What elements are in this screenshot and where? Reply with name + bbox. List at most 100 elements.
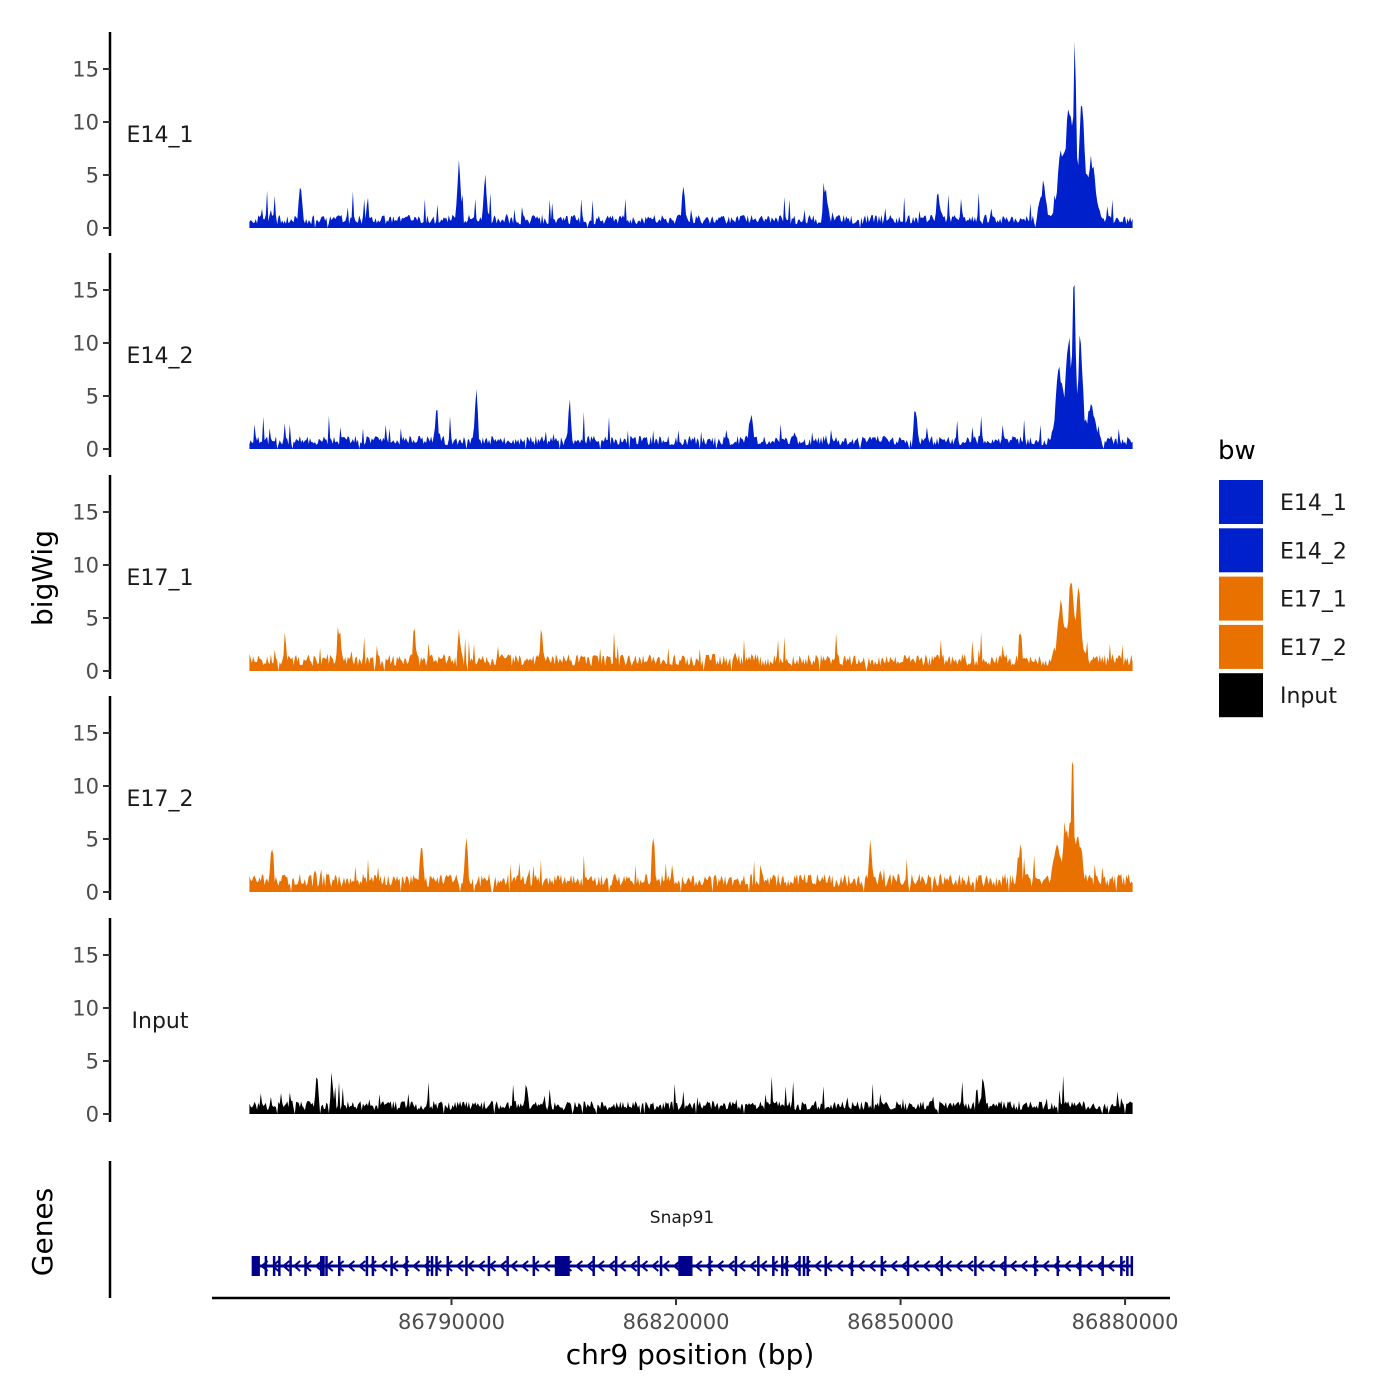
strand-arrow-8 <box>346 1260 356 1272</box>
y-tick-label-input-15: 15 <box>72 944 99 968</box>
strand-arrow-70 <box>1019 1260 1028 1272</box>
strand-arrow-20 <box>477 1260 486 1272</box>
y-tick-label-e14-2-5: 5 <box>86 385 99 409</box>
y-tick-label-e14-2-0: 0 <box>86 438 99 462</box>
y-tick-label-e17-2-10: 10 <box>72 775 99 799</box>
strand-arrow-60 <box>911 1260 920 1272</box>
track-label-e14-1: E14_1 <box>127 123 194 148</box>
strand-arrow-40 <box>694 1260 703 1272</box>
legend-label-input: Input <box>1280 684 1337 709</box>
strand-arrow-22 <box>498 1260 508 1272</box>
y-tick-label-e14-1-10: 10 <box>72 111 99 135</box>
strand-arrow-29 <box>574 1260 584 1272</box>
x-tick-label-86880000: 86880000 <box>1072 1310 1179 1334</box>
y-axis-title: bigWig <box>26 530 59 626</box>
y-tick-label-e17-1-0: 0 <box>86 660 99 684</box>
strand-arrow-69 <box>1008 1260 1018 1272</box>
y-tick-label-input-10: 10 <box>72 997 99 1021</box>
y-tick-label-e17-1-10: 10 <box>72 554 99 578</box>
strand-arrow-46 <box>759 1260 768 1272</box>
legend-label-e17-1: E17_1 <box>1280 588 1347 613</box>
strand-arrow-18 <box>455 1260 464 1272</box>
strand-arrow-33 <box>618 1260 627 1272</box>
strand-arrow-5 <box>314 1260 323 1272</box>
signal-area-e17-1 <box>249 582 1133 671</box>
strand-arrow-16 <box>433 1260 442 1272</box>
strand-arrow-7 <box>336 1260 345 1272</box>
track-label-e14-2: E14_2 <box>127 344 194 369</box>
strand-arrow-68 <box>998 1260 1007 1272</box>
strand-arrow-65 <box>965 1260 974 1272</box>
strand-arrow-62 <box>932 1260 942 1272</box>
strand-arrow-58 <box>889 1260 898 1272</box>
strand-arrow-76 <box>1084 1260 1094 1272</box>
strand-arrow-49 <box>791 1260 801 1272</box>
strand-arrow-28 <box>563 1260 573 1272</box>
legend-title: bw <box>1218 436 1256 466</box>
gene-name-label: Snap91 <box>650 1208 714 1228</box>
strand-arrow-55 <box>856 1260 866 1272</box>
strand-arrow-53 <box>835 1260 844 1272</box>
legend-swatch-e17-2 <box>1219 624 1263 669</box>
strand-arrow-66 <box>976 1260 985 1272</box>
strand-arrow-52 <box>824 1260 833 1272</box>
strand-arrow-27 <box>553 1260 562 1272</box>
strand-arrow-57 <box>878 1260 887 1272</box>
legend-swatch-e14-1 <box>1219 480 1263 524</box>
strand-arrow-26 <box>542 1260 551 1272</box>
track-label-input: Input <box>132 1009 189 1034</box>
y-tick-label-e17-1-5: 5 <box>86 607 99 631</box>
strand-arrow-31 <box>596 1260 605 1272</box>
y-tick-label-e14-2-10: 10 <box>72 332 99 356</box>
strand-arrow-19 <box>466 1260 475 1272</box>
legend-label-e14-2: E14_2 <box>1280 539 1347 564</box>
strand-arrow-54 <box>846 1260 855 1272</box>
strand-arrow-0 <box>260 1260 269 1272</box>
track-label-e17-2: E17_2 <box>127 787 194 812</box>
strand-arrow-37 <box>661 1260 670 1272</box>
strand-arrow-15 <box>422 1260 432 1272</box>
signal-area-e14-1 <box>249 41 1133 228</box>
strand-arrow-71 <box>1030 1260 1039 1272</box>
strand-arrow-61 <box>922 1260 931 1272</box>
strand-arrow-14 <box>412 1260 421 1272</box>
strand-arrow-56 <box>867 1260 877 1272</box>
strand-arrow-3 <box>292 1260 301 1272</box>
strand-arrow-47 <box>770 1260 779 1272</box>
x-axis-title: chr9 position (bp) <box>566 1338 815 1371</box>
y-tick-label-input-5: 5 <box>86 1050 99 1074</box>
x-tick-label-86850000: 86850000 <box>847 1310 954 1334</box>
strand-arrow-72 <box>1041 1260 1050 1272</box>
strand-arrow-13 <box>401 1260 410 1272</box>
strand-arrow-1 <box>270 1260 280 1272</box>
signal-area-e17-2 <box>249 761 1133 892</box>
gene-exon-block-0 <box>251 1256 260 1276</box>
strand-arrow-34 <box>629 1260 638 1272</box>
strand-arrow-51 <box>813 1260 822 1272</box>
strand-arrow-79 <box>1117 1260 1126 1272</box>
strand-arrow-32 <box>607 1260 616 1272</box>
strand-arrow-64 <box>954 1260 963 1272</box>
strand-arrow-50 <box>802 1260 811 1272</box>
strand-arrow-39 <box>683 1260 692 1272</box>
strand-arrow-48 <box>780 1260 790 1272</box>
legend-label-e14-1: E14_1 <box>1280 491 1347 516</box>
strand-arrow-67 <box>987 1260 996 1272</box>
y-tick-label-e14-1-5: 5 <box>86 164 99 188</box>
legend-swatch-e14-2 <box>1219 528 1263 573</box>
strand-arrow-42 <box>715 1260 725 1272</box>
strand-arrow-78 <box>1106 1260 1115 1272</box>
track-label-e17-1: E17_1 <box>127 566 194 591</box>
strand-arrow-44 <box>737 1260 746 1272</box>
gene-exon-block-1 <box>554 1256 570 1276</box>
strand-arrow-38 <box>672 1260 681 1272</box>
strand-arrow-12 <box>390 1260 399 1272</box>
signal-area-e14-2 <box>249 284 1133 449</box>
strand-arrow-10 <box>368 1260 377 1272</box>
y-tick-label-e14-2-15: 15 <box>72 279 99 303</box>
y-tick-label-e14-1-0: 0 <box>86 217 99 241</box>
strand-arrow-43 <box>726 1260 735 1272</box>
strand-arrow-17 <box>444 1260 453 1272</box>
